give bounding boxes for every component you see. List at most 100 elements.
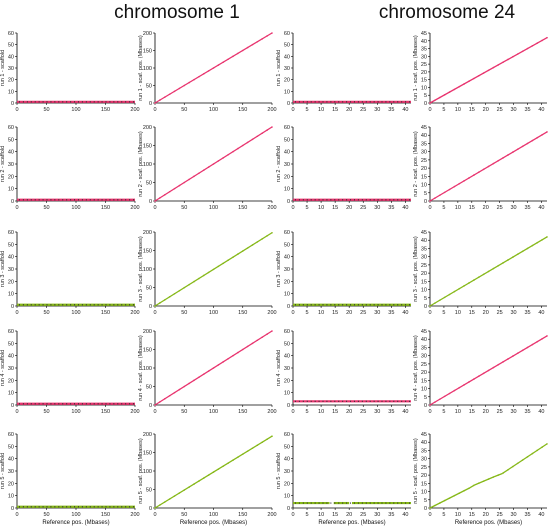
x-tick-label: 25 [497,107,503,113]
x-tick-label: 0 [15,205,18,211]
scaffold-point [334,400,336,402]
x-tick-label: 15 [332,409,338,415]
y-tick-label: 30 [8,162,14,168]
position-point [458,182,461,185]
position-point [429,507,431,509]
scaffold-point [294,400,296,402]
scaffold-point [26,506,28,508]
position-point [271,32,273,34]
x-tick-label: 35 [524,310,530,316]
scaffold-point [62,403,64,405]
panel-run1-col1: 0 10 20 30 40 50 60 0 50 100 150 200 run 1 - scaffol… [0,31,140,113]
position-point [207,474,210,476]
y-axis-label: run 1 - scaf. pos. (Mbases) [413,35,419,101]
y-tick-label: 20 [284,279,290,285]
scaffold-point [54,403,56,405]
position-point [448,188,451,191]
scaffold-point [353,199,355,201]
scaffold-point [46,101,48,103]
position-point [448,293,451,296]
y-tick-label: 30 [8,366,14,372]
y-tick-label: 20 [284,481,290,487]
scaffold-point [18,199,20,201]
y-tick-label: 40 [8,457,14,463]
scaffold-point [298,502,300,504]
scaffold-point [326,199,328,201]
scaffold-point [97,199,99,201]
y-tick-label: 5 [424,296,427,302]
scaffold-point [330,101,332,103]
x-tick-label: 15 [332,107,338,113]
scaffold-point [342,101,344,103]
position-point [536,241,539,244]
y-tick-label: 40 [421,337,427,343]
scaffold-point [97,304,99,306]
position-point [207,271,210,274]
scaffold-point [314,400,316,402]
scaffold-point [322,101,324,103]
position-point [159,197,161,199]
scaffold-point [377,304,379,306]
scaffold-point [365,502,367,504]
y-tick-label: 20 [8,78,14,84]
y-tick-label: 35 [421,47,427,53]
scaffold-point [361,199,363,201]
scaffold-point [77,506,79,508]
position-point [434,197,436,199]
x-tick-label: 40 [402,409,408,415]
position-point [256,40,259,43]
scaffold-point [401,304,403,306]
scaffold-point [306,400,308,402]
scaffold-point [330,304,332,306]
position-point [207,370,210,372]
y-tick-label: 0 [11,304,14,310]
x-tick-label: 100 [71,310,80,316]
scaffold-point [18,304,20,306]
position-point [178,87,181,90]
scaffold-point [353,400,355,402]
y-tick-label: 60 [8,125,14,131]
position-point [261,336,264,338]
position-point [477,482,480,485]
scaffold-point [22,403,24,405]
position-point [241,453,244,455]
scaffold-point [22,304,24,306]
scaffold-point [113,304,115,306]
panel-run4-col1: 0 10 20 30 40 50 60 0 50 100 150 200 run 4 - scaffol… [0,329,140,415]
position-point [256,339,259,342]
position-point [251,447,254,449]
position-point [507,154,509,156]
y-tick-label: 200 [143,432,152,438]
y-tick-label: 35 [421,345,427,351]
y-tick-label: 50 [8,444,14,450]
position-point [212,67,215,69]
position-point [154,200,156,202]
position-point [222,262,225,265]
y-tick-label: 10 [421,490,427,496]
scaffold-point [318,199,320,201]
x-tick-label: 35 [524,205,530,211]
y-tick-label: 0 [287,199,290,205]
y-axis-label: run 5 - scaffold [276,453,282,489]
position-point [163,501,166,503]
x-tick-label: 0 [291,310,294,316]
x-tick-label: 25 [360,409,366,415]
scaffold-point [105,199,107,201]
position-point [154,305,156,307]
scaffold-point [129,199,131,201]
scaffold-point [93,199,95,201]
position-point [541,338,543,340]
x-tick-label: 25 [360,310,366,316]
scaffold-point [393,199,395,201]
scaffold-point [342,304,344,306]
y-tick-label: 40 [421,238,427,244]
x-tick-label: 150 [238,310,247,316]
position-point [507,468,509,471]
scaffold-point [397,502,399,504]
x-tick-label: 0 [291,205,294,211]
scaffold-point [334,502,336,504]
x-tick-label: 25 [497,205,503,211]
scaffold-point [306,199,308,201]
scaffold-point [322,502,324,504]
